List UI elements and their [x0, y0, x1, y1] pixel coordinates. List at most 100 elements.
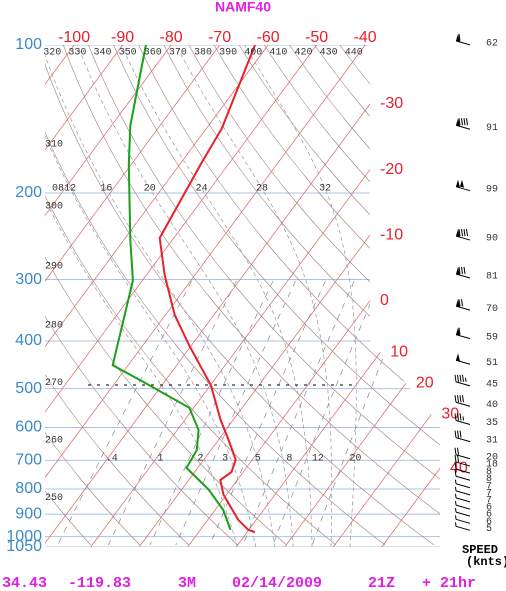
barb-half [455, 508, 457, 513]
x-tick-label: -10 [380, 227, 403, 244]
theta-label: 420 [294, 48, 312, 59]
wind-barb [455, 501, 471, 510]
barb-full [457, 413, 459, 421]
barb-full [454, 374, 457, 382]
barb-full [461, 299, 463, 307]
theta-label: 320 [43, 48, 61, 59]
barb-staff [455, 483, 471, 489]
barb-staff [455, 504, 471, 510]
y-tick-label: 200 [15, 184, 42, 201]
wind-speed-label: 8 [486, 474, 492, 485]
barb-half [455, 493, 457, 498]
moist-label: 20 [144, 184, 156, 195]
mixing-ratio-label: 5 [255, 454, 261, 465]
barb-staff [455, 511, 471, 517]
dry-adiabat [113, 45, 440, 546]
y-tick-label: 900 [15, 505, 42, 522]
barb-full [458, 327, 461, 335]
isotherm [45, 45, 172, 547]
barb-full [458, 299, 461, 307]
wind-speed-label: 59 [486, 332, 498, 343]
barb-pennant [460, 179, 464, 188]
isotherm [332, 45, 440, 547]
barb-full [461, 266, 463, 275]
theta-label: 370 [169, 48, 187, 59]
barb-staff [455, 359, 471, 365]
y-tick-label: 400 [15, 332, 42, 349]
barb-half [465, 377, 467, 382]
moist-adiabat [244, 45, 357, 547]
dry-adiabat [138, 45, 440, 546]
dry-adiabat [339, 45, 440, 546]
wind-barb [454, 447, 471, 460]
wind-speed-label: 35 [486, 418, 498, 429]
barb-full [466, 118, 468, 126]
barb-pennant [456, 179, 460, 188]
dry-adiabat [238, 45, 440, 546]
barb-pennant [456, 327, 460, 336]
wind-speed-label: 7 [486, 489, 492, 500]
barb-staff [455, 235, 471, 241]
wind-barb [454, 462, 471, 474]
mixing-ratio-line [108, 280, 237, 546]
isotherm [138, 45, 440, 547]
barb-full [463, 118, 466, 126]
barb-full [454, 454, 457, 463]
wind-label: SPEED [462, 543, 498, 557]
wind-barb [454, 430, 471, 443]
x-tick-label: 0 [380, 292, 389, 309]
barb-full [461, 228, 463, 237]
barb-staff [455, 305, 471, 311]
mixing-ratio-label: 8 [286, 454, 292, 465]
footer-text: 02/14/2009 [232, 575, 322, 591]
theta-label: 250 [45, 493, 63, 504]
theta-label: 310 [45, 140, 63, 151]
barb-full [454, 447, 457, 455]
isotherm [45, 45, 123, 547]
barb-half [455, 515, 457, 520]
moist-adiabat [45, 45, 275, 547]
barb-staff [455, 40, 471, 46]
x-tick-label: -20 [380, 161, 403, 178]
footer-text: 34.43 [2, 575, 47, 591]
wind-speed-label: 18 [486, 460, 498, 471]
wind-barb [455, 515, 471, 524]
barb-staff [455, 454, 471, 460]
wind-barb [454, 374, 471, 387]
moist-adiabat [77, 45, 294, 547]
wind-speed-label: 62 [486, 38, 498, 49]
theta-label: 350 [119, 48, 137, 59]
dry-adiabat [45, 45, 189, 546]
theta-label: 440 [345, 48, 363, 59]
dry-adiabat [45, 45, 239, 546]
isotherm [45, 45, 317, 547]
x-tick-label: 30 [441, 406, 459, 423]
moist-label: 12 [64, 184, 76, 195]
barb-half [455, 479, 457, 484]
barb-staff [455, 468, 471, 474]
theta-label: 430 [320, 48, 338, 59]
dry-adiabat [45, 45, 91, 546]
footer-text: + 21hr [422, 575, 476, 591]
theta-label: 280 [45, 321, 63, 332]
x-tick-label: -90 [111, 29, 134, 46]
wind-speed-label: 6 [486, 503, 492, 514]
wind-speed-label: 99 [486, 184, 498, 195]
wind-speed-label: 7 [486, 481, 492, 492]
mixing-ratio-line [209, 280, 326, 546]
barb-full [457, 395, 459, 403]
wind-barb [455, 353, 471, 365]
dry-adiabat [63, 45, 440, 546]
y-tick-label: 700 [15, 452, 42, 469]
wind-speed-label: 40 [486, 400, 498, 411]
moist-adiabat [45, 45, 257, 547]
barb-staff [455, 124, 471, 130]
x-tick-label: 20 [416, 375, 434, 392]
wind-barb [455, 486, 471, 496]
barb-full [458, 118, 461, 126]
barb-staff [455, 518, 471, 524]
wind-speed-label: 7 [486, 496, 492, 507]
profile-line [158, 44, 256, 534]
barb-staff [455, 497, 471, 503]
barb-full [458, 33, 461, 41]
